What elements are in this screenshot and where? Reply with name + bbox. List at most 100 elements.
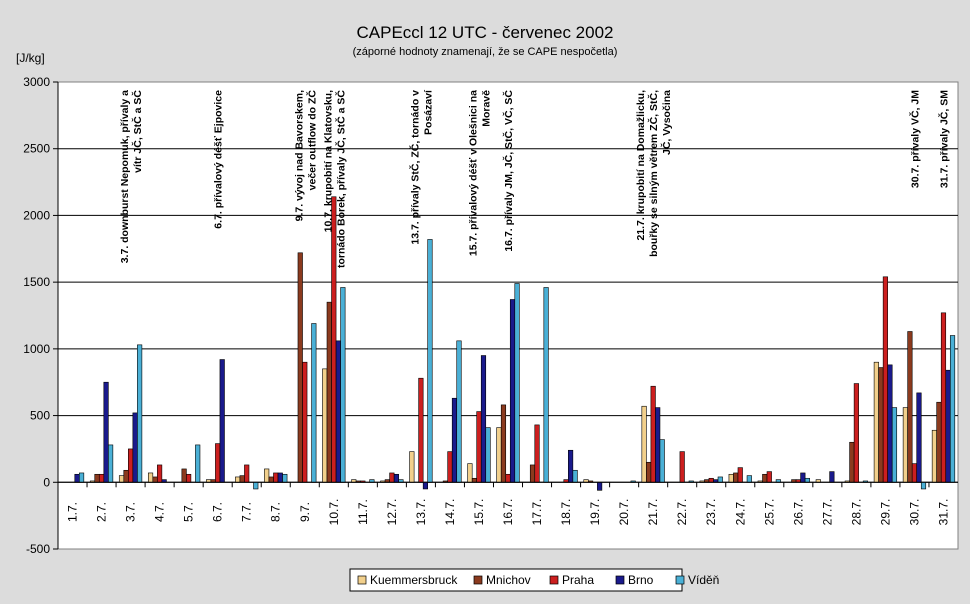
legend-swatch-Mnichov (473, 575, 483, 585)
legend-label: Mnichov (486, 573, 531, 587)
annotation-text: Posázaví (422, 89, 434, 135)
bar-Mnichov-16.7. (500, 404, 507, 483)
x-tick-label: 25.7. (762, 499, 776, 526)
x-tick-label: 21.7. (646, 499, 660, 526)
bar-Praha-22.7. (679, 451, 685, 483)
bar-Praha-21.7. (650, 385, 656, 483)
bar-Brno-6.7. (219, 359, 225, 483)
x-tick-label: 27.7. (820, 499, 834, 526)
x-tick-label: 8.7. (269, 502, 283, 522)
bar-Brno-10.7. (335, 340, 341, 483)
bar-Brno-3.7. (132, 412, 138, 483)
bar-Brno-18.7. (568, 449, 574, 483)
bar-Kuemmersbruck-7.7. (235, 476, 241, 483)
bar-Praha-4.7. (157, 464, 163, 483)
bar-Víděň-7.7. (253, 481, 259, 490)
annotation-text: 13.7. přívaly StČ, ZČ, tornádo v (408, 90, 421, 245)
annotation-text: Moravě (480, 90, 492, 127)
bar-Kuemmersbruck-30.7. (902, 407, 908, 483)
bar-Brno-16.7. (509, 299, 516, 483)
bar-Kuemmersbruck-13.7. (409, 451, 415, 483)
bar-Víděň-23.7. (717, 476, 723, 483)
bar-Praha-12.7. (389, 472, 395, 483)
plot-area (57, 81, 959, 550)
x-tick-label: 10.7. (327, 499, 341, 526)
x-tick-label: 16.7. (501, 499, 515, 526)
bar-Víděň-17.7. (543, 287, 549, 483)
bar-Brno-12.7. (393, 473, 399, 483)
bar-Brno-26.7. (800, 472, 806, 483)
annotation-text: tornádo Borek, přívaly JČ, StČ a SČ (334, 90, 347, 268)
bar-Praha-14.7. (447, 451, 453, 483)
x-tick-label: 13.7. (414, 499, 428, 526)
bar-Kuemmersbruck-15.7. (467, 463, 473, 483)
bar-Víděň-13.7. (427, 239, 433, 483)
bar-Brno-21.7. (655, 407, 661, 483)
bar-Praha-23.7. (708, 477, 714, 483)
bar-Praha-9.7. (302, 361, 308, 483)
legend-swatch-Brno (615, 575, 625, 585)
x-tick-label: 6.7. (211, 502, 225, 522)
annotation-text: 30.7. přívaly VČ, JM (908, 90, 921, 188)
x-tick-label: 7.7. (240, 502, 254, 522)
bar-Mnichov-21.7. (646, 461, 652, 483)
y-tick-label: 500 (30, 409, 50, 423)
bar-Brno-30.7. (916, 392, 922, 483)
x-tick-label: 11.7. (356, 499, 370, 525)
bar-Mnichov-7.7. (239, 475, 245, 483)
bar-Mnichov-30.7. (907, 331, 913, 483)
bar-Kuemmersbruck-3.7. (118, 475, 125, 483)
bar-Praha-29.7. (882, 276, 888, 483)
bar-Kuemmersbruck-10.7. (322, 368, 328, 483)
bar-Víděň-16.7. (514, 283, 520, 483)
bar-Mnichov-31.7. (936, 401, 942, 483)
y-tick-label: 0 (43, 475, 50, 489)
bar-Brno-29.7. (887, 364, 893, 483)
bar-Brno-31.7. (945, 369, 951, 483)
y-tick-label: 3000 (23, 75, 50, 89)
annotation-text: 21.7. krupobití na Domažlicku, (635, 90, 647, 241)
y-tick-label: 1500 (23, 275, 50, 289)
bar-Kuemmersbruck-4.7. (147, 472, 154, 483)
x-tick-label: 5.7. (182, 502, 196, 522)
x-tick-label: 23.7. (704, 499, 718, 526)
annotation-text: vítr JČ, StČ a SČ (131, 90, 144, 173)
bar-Mnichov-24.7. (733, 472, 739, 483)
x-tick-label: 30.7. (907, 499, 921, 526)
bar-Praha-30.7. (911, 463, 918, 483)
legend-label: Praha (562, 573, 594, 587)
bar-Praha-28.7. (853, 383, 859, 483)
bar-Víděň-21.7. (659, 439, 665, 483)
x-tick-label: 2.7. (95, 502, 109, 522)
bar-Praha-25.7. (766, 471, 772, 483)
bar-Kuemmersbruck-31.7. (931, 429, 937, 483)
bar-Brno-19.7. (597, 481, 603, 491)
x-tick-label: 14.7. (443, 499, 457, 526)
x-tick-label: 28.7. (849, 499, 863, 526)
bar-Mnichov-9.7. (297, 252, 303, 483)
x-tick-label: 22.7. (675, 499, 689, 526)
y-tick-label: -500 (26, 542, 50, 556)
bar-Víděň-24.7. (746, 475, 752, 483)
bar-Víděň-29.7. (891, 407, 898, 483)
bar-Mnichov-29.7. (878, 367, 884, 483)
bar-Víděň-31.7. (949, 335, 956, 483)
y-tick-label: 1000 (23, 342, 50, 356)
bar-Praha-17.7. (534, 424, 540, 483)
annotation-text: bouřky se silným větrem ZČ, StČ, (647, 90, 660, 257)
bar-Víděň-3.7. (137, 344, 143, 483)
bar-Kuemmersbruck-29.7. (873, 361, 879, 483)
bar-Víděň-5.7. (195, 444, 201, 483)
bar-Praha-24.7. (737, 467, 743, 483)
bar-Mnichov-4.7. (152, 476, 158, 483)
annotation-text: JČ, Vysočina (660, 90, 673, 155)
x-tick-label: 26.7. (791, 499, 805, 526)
bar-Víděň-26.7. (804, 477, 810, 483)
annotation-text: 9.7. vývoj nad Bavorskem, (293, 90, 305, 221)
bar-Brno-8.7. (277, 472, 283, 483)
bar-Víděň-14.7. (456, 340, 462, 483)
bar-Praha-7.7. (244, 464, 250, 483)
x-tick-label: 9.7. (298, 502, 312, 522)
annotation-text: 16.7. přívaly JM, JČ, StČ, VČ, SČ (502, 90, 515, 252)
bar-Kuemmersbruck-21.7. (641, 405, 647, 483)
